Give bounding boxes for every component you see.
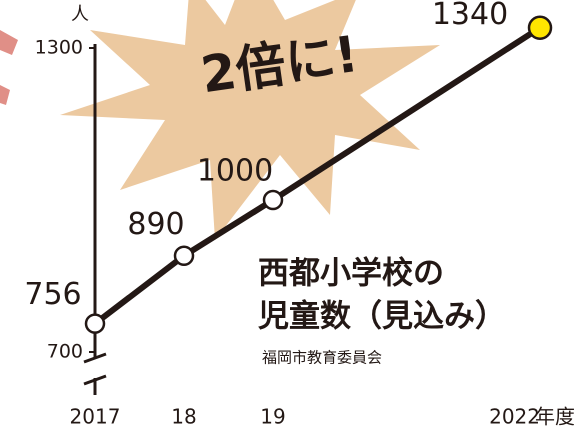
point [264,191,282,209]
x-axis-label: 年度 [535,405,574,429]
chart-title: 児童数（見込み） [258,299,506,335]
x-tick-label: 2017 [70,405,121,429]
decoration [0,30,18,105]
value-label: 890 [127,207,184,242]
y-tick-label: 700 [47,341,83,363]
y-axis-label: 人 [71,4,89,25]
x-tick-label: 19 [260,405,285,429]
chart: 2倍に! 西都小学校の 児童数（見込み） 福岡市教育委員会 人 年度 70013… [0,0,574,437]
point [529,17,551,39]
starburst [60,0,440,240]
x-tick-label: 2022 [489,405,540,429]
value-label: 1000 [197,154,273,189]
value-label: 1340 [432,0,508,32]
point [175,247,193,265]
x-tick-label: 18 [171,405,196,429]
chart-title: 西都小学校の [258,256,444,292]
point [86,315,104,333]
y-tick-label: 1300 [35,37,83,59]
value-label: 756 [24,277,81,312]
source: 福岡市教育委員会 [262,349,382,367]
